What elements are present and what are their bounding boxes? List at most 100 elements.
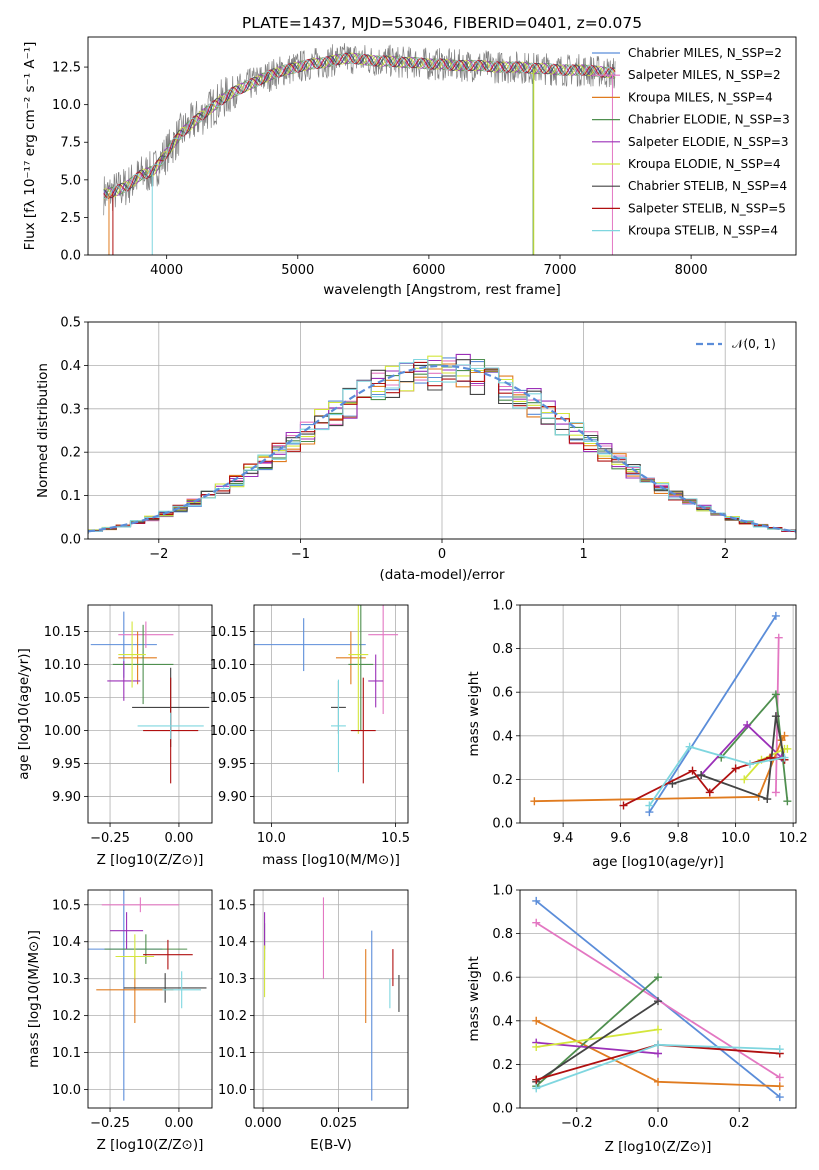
weight-marker xyxy=(688,766,697,775)
x-tick-label: 0 xyxy=(438,547,446,562)
y-axis-label-4: mass weight xyxy=(466,671,482,756)
x-tick-label: 6000 xyxy=(412,263,445,278)
errorbar-plot-area-6 xyxy=(264,897,400,1101)
legend-label-0: Chabrier MILES, N_SSP=2 xyxy=(628,46,782,60)
model-line-8 xyxy=(103,53,616,200)
model-line-6 xyxy=(103,52,616,199)
y-tick-label: 10.5 xyxy=(52,898,81,913)
histogram-x-label: (data-model)/error xyxy=(379,567,505,583)
y-tick-label: 9.90 xyxy=(52,790,81,805)
y-axis-label-2: age [log10(age/yr)] xyxy=(16,648,32,780)
axes-frame xyxy=(519,889,797,1109)
weight-plot-area-7 xyxy=(532,896,784,1102)
y-tick-label: 10.3 xyxy=(218,972,247,987)
weight-marker xyxy=(705,788,714,797)
model-line-1 xyxy=(103,53,616,199)
y-tick-label: 0.0 xyxy=(60,249,81,264)
weight-marker xyxy=(654,1025,662,1034)
weight-marker xyxy=(775,1073,784,1082)
y-tick-label: 0.0 xyxy=(492,817,513,832)
x-tick-label: −0.25 xyxy=(90,1116,130,1131)
weight-marker xyxy=(771,611,780,620)
legend-label-4: Salpeter ELODIE, N_SSP=3 xyxy=(628,135,789,149)
histogram-plot-area xyxy=(88,353,796,534)
spectrum-title: PLATE=1437, MJD=53046, FIBERID=0401, z=0… xyxy=(242,14,642,32)
weight-plot-area-4 xyxy=(530,611,792,817)
legend-label-1: Salpeter MILES, N_SSP=2 xyxy=(628,68,781,82)
x-tick-label: −1 xyxy=(291,547,310,562)
weight-marker xyxy=(532,1075,541,1084)
legend-label-5: Kroupa ELODIE, N_SSP=4 xyxy=(628,157,781,171)
y-tick-label: 10.0 xyxy=(218,1083,247,1098)
model-line-2 xyxy=(103,53,616,200)
y-tick-label: 10.10 xyxy=(44,658,81,673)
weight-line-0 xyxy=(648,615,777,813)
x-axis-label-5: Z [log10(Z/Z⊙)] xyxy=(97,1137,204,1153)
y-tick-label: 0.0 xyxy=(60,533,81,548)
x-axis-label-6: E(B-V) xyxy=(310,1137,352,1153)
y-tick-label: 10.15 xyxy=(210,625,247,640)
weight-marker xyxy=(771,712,780,721)
weight-line-6 xyxy=(535,1000,659,1083)
y-tick-label: 9.95 xyxy=(52,757,81,772)
x-tick-label: 1 xyxy=(579,547,587,562)
weight-line-5 xyxy=(536,1028,659,1048)
weight-marker xyxy=(774,633,783,642)
y-tick-label: 0.5 xyxy=(60,316,81,331)
y-tick-label: 10.4 xyxy=(52,935,81,950)
weight-marker xyxy=(763,795,772,804)
y-tick-label: 0.2 xyxy=(60,446,81,461)
weight-line-8 xyxy=(648,745,785,807)
weight-marker xyxy=(783,744,792,753)
x-tick-label: 10.0 xyxy=(257,831,286,846)
axes-frame xyxy=(87,604,213,824)
legend-label-3: Chabrier ELODIE, N_SSP=3 xyxy=(628,113,790,127)
errorbar-plot-area-2 xyxy=(90,611,210,784)
y-tick-label: 10.05 xyxy=(210,691,247,706)
x-tick-label: 10.2 xyxy=(779,831,808,846)
x-tick-label: 10.5 xyxy=(381,831,410,846)
weight-marker xyxy=(654,997,662,1006)
weight-marker xyxy=(532,918,541,927)
y-tick-label: 1.0 xyxy=(492,884,513,899)
y-tick-label: 0.6 xyxy=(492,686,513,701)
x-tick-label: 9.4 xyxy=(553,831,574,846)
y-tick-label: 12.5 xyxy=(52,61,81,76)
x-tick-label: 0.0 xyxy=(648,1116,669,1131)
weight-marker xyxy=(532,896,541,905)
weight-marker xyxy=(532,1042,541,1051)
x-axis-label-3: mass [log10(M/M⊙)] xyxy=(262,852,400,868)
y-tick-label: 10.2 xyxy=(52,1009,81,1024)
y-tick-label: 10.5 xyxy=(218,898,247,913)
y-tick-label: 0.3 xyxy=(60,402,81,417)
y-tick-label: 10.0 xyxy=(52,1083,81,1098)
x-tick-label: 0.000 xyxy=(244,1116,281,1131)
weight-marker xyxy=(775,1093,784,1102)
y-tick-label: 0.4 xyxy=(492,1014,513,1029)
y-tick-label: 10.15 xyxy=(44,625,81,640)
x-tick-label: 9.8 xyxy=(668,831,689,846)
weight-marker xyxy=(530,797,539,806)
x-tick-label: −0.25 xyxy=(90,831,130,846)
axes-frame xyxy=(519,604,797,824)
weight-marker xyxy=(746,760,754,769)
legend-label-8: Kroupa STELIB, N_SSP=4 xyxy=(628,224,778,238)
model-line-5 xyxy=(103,52,616,198)
x-tick-label: 7000 xyxy=(543,263,576,278)
axes-frame xyxy=(253,604,409,824)
x-axis-label-2: Z [log10(Z/Z⊙)] xyxy=(97,852,204,868)
weight-marker xyxy=(780,731,789,740)
y-tick-label: 0.4 xyxy=(492,729,513,744)
x-axis-label-7: Z [log10(Z/Z⊙)] xyxy=(605,1139,712,1155)
y-tick-label: 0.0 xyxy=(492,1102,513,1117)
y-tick-label: 5.0 xyxy=(60,173,81,188)
normal-reference-curve xyxy=(88,364,796,533)
y-tick-label: 0.6 xyxy=(492,971,513,986)
x-tick-label: 2 xyxy=(721,547,729,562)
y-tick-label: 10.00 xyxy=(44,724,81,739)
legend-label-6: Chabrier STELIB, N_SSP=4 xyxy=(628,179,787,193)
axes-frame xyxy=(87,889,213,1109)
x-tick-label: 5000 xyxy=(281,263,314,278)
weight-marker xyxy=(771,690,780,699)
